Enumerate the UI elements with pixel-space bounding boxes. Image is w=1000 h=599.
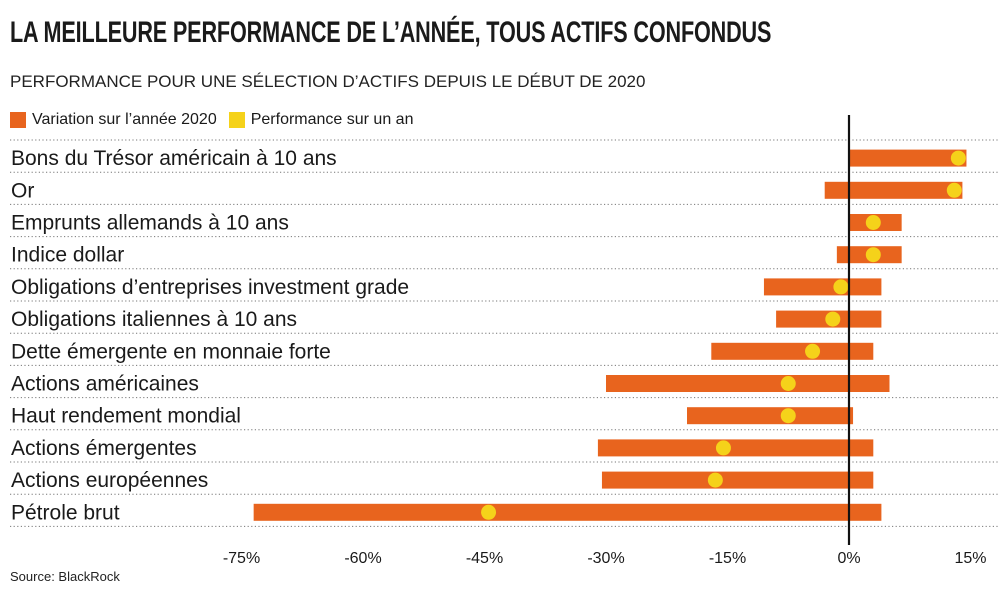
range-bar [253,503,882,521]
performance-dot [780,408,796,424]
performance-dot [481,504,497,520]
category-label: Haut rendement mondial [11,405,241,428]
range-bar [606,375,890,392]
legend: Variation sur l’année 2020 Performance s… [10,110,425,130]
x-tick-label: -30% [587,550,624,567]
range-bar [849,149,967,167]
range-bar [597,439,874,457]
legend-label-performance: Performance sur un an [250,111,414,128]
x-axis-ticks: -75% -60% -45% -30% -15% 0% 15% [223,550,987,567]
range-bar [687,407,854,425]
category-label: Bons du Trésor américain à 10 ans [11,147,337,170]
chart-title: LA MEILLEURE PERFORMANCE DE L’ANNÉE, TOU… [10,16,772,49]
legend-label-variation: Variation sur l’année 2020 [32,111,217,128]
range-bar [763,278,882,296]
grid-lines [10,139,1000,527]
performance-dot [833,279,849,295]
legend-swatch-performance [228,112,245,128]
performance-dots [481,150,966,520]
source-note: Source: BlackRock [10,569,120,584]
range-bar [711,342,874,360]
x-tick-label: 15% [954,550,986,567]
category-label: Obligations d’entreprises investment gra… [11,276,409,299]
category-label: Indice dollar [11,244,124,267]
category-label: Emprunts allemands à 10 ans [11,212,289,235]
performance-dot [865,247,881,263]
legend-item-variation: Variation sur l’année 2020 [10,111,217,129]
x-tick-label: -60% [344,550,381,567]
legend-swatch-variation [10,112,26,128]
category-label: Dette émergente en monnaie forte [11,340,331,363]
category-label: Actions américaines [11,373,199,396]
performance-dot [805,343,821,359]
performance-dot [780,376,796,391]
x-tick-label: -15% [709,550,746,567]
x-tick-label: 0% [837,550,860,567]
performance-dot [707,472,723,488]
category-label: Actions émergentes [11,437,197,460]
category-label: Or [11,179,34,202]
legend-item-performance: Performance sur un an [228,111,414,129]
chart-subtitle: PERFORMANCE POUR UNE SÉLECTION D’ACTIFS … [10,72,646,91]
range-bar [601,471,874,489]
x-tick-label: -45% [466,550,503,567]
x-tick-label: -75% [223,550,260,567]
performance-dot [946,182,962,198]
performance-dot [865,215,881,230]
performance-dot [825,311,841,327]
range-bars [253,149,967,521]
performance-dot [715,440,731,456]
category-labels: Bons du Trésor américain à 10 ans Or Empru… [11,147,409,524]
category-label: Actions européennes [11,469,208,492]
performance-dot [950,150,966,166]
range-bar [824,181,963,199]
category-label: Obligations italiennes à 10 ans [11,308,297,331]
category-label: Pétrole brut [11,501,120,524]
